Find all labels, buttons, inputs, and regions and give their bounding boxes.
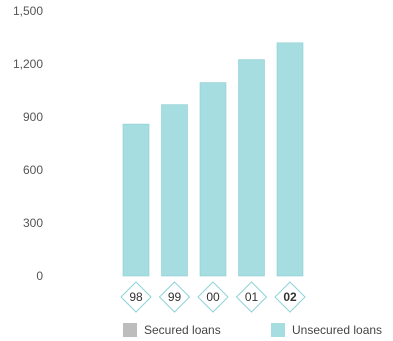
bar-unsecured-00 [199,82,227,277]
legend-unsecured-label: Unsecured loans [292,323,383,337]
loans-bar-chart: 0 300 600 900 1,200 1,500 98 99 00 01 02 [13,4,306,313]
x-tick-marker-99 [158,281,191,313]
x-axis: 98 99 00 01 02 [120,281,306,313]
x-tick-marker-98 [120,281,152,313]
y-tick-label: 300 [23,216,43,230]
legend-unsecured: Unsecured loans [271,323,382,337]
y-tick-label: 900 [23,110,43,124]
x-tick-label-99: 99 [168,290,182,304]
bar-unsecured-02 [276,42,304,277]
y-axis: 0 300 600 900 1,200 1,500 [13,4,43,283]
bar-unsecured-99 [161,104,188,277]
legend-secured-label: Secured loans [144,323,221,337]
legend-secured: Secured loans [123,323,221,337]
x-tick-label-00: 00 [206,290,220,304]
x-tick-label-98: 98 [129,290,143,304]
y-tick-label: 0 [36,269,43,283]
bars [122,42,304,277]
x-tick-marker-00 [197,281,229,313]
bar-unsecured-01 [238,59,265,277]
legend-unsecured-swatch [271,323,285,337]
x-tick-marker-02 [274,281,306,313]
y-tick-label: 1,200 [13,57,43,71]
legend-secured-swatch [123,323,137,337]
y-tick-label: 600 [23,163,43,177]
y-tick-label: 1,500 [13,4,43,18]
x-tick-marker-01 [235,281,268,313]
x-tick-label-02: 02 [283,290,297,304]
x-tick-label-01: 01 [245,290,259,304]
bar-unsecured-98 [122,123,150,277]
